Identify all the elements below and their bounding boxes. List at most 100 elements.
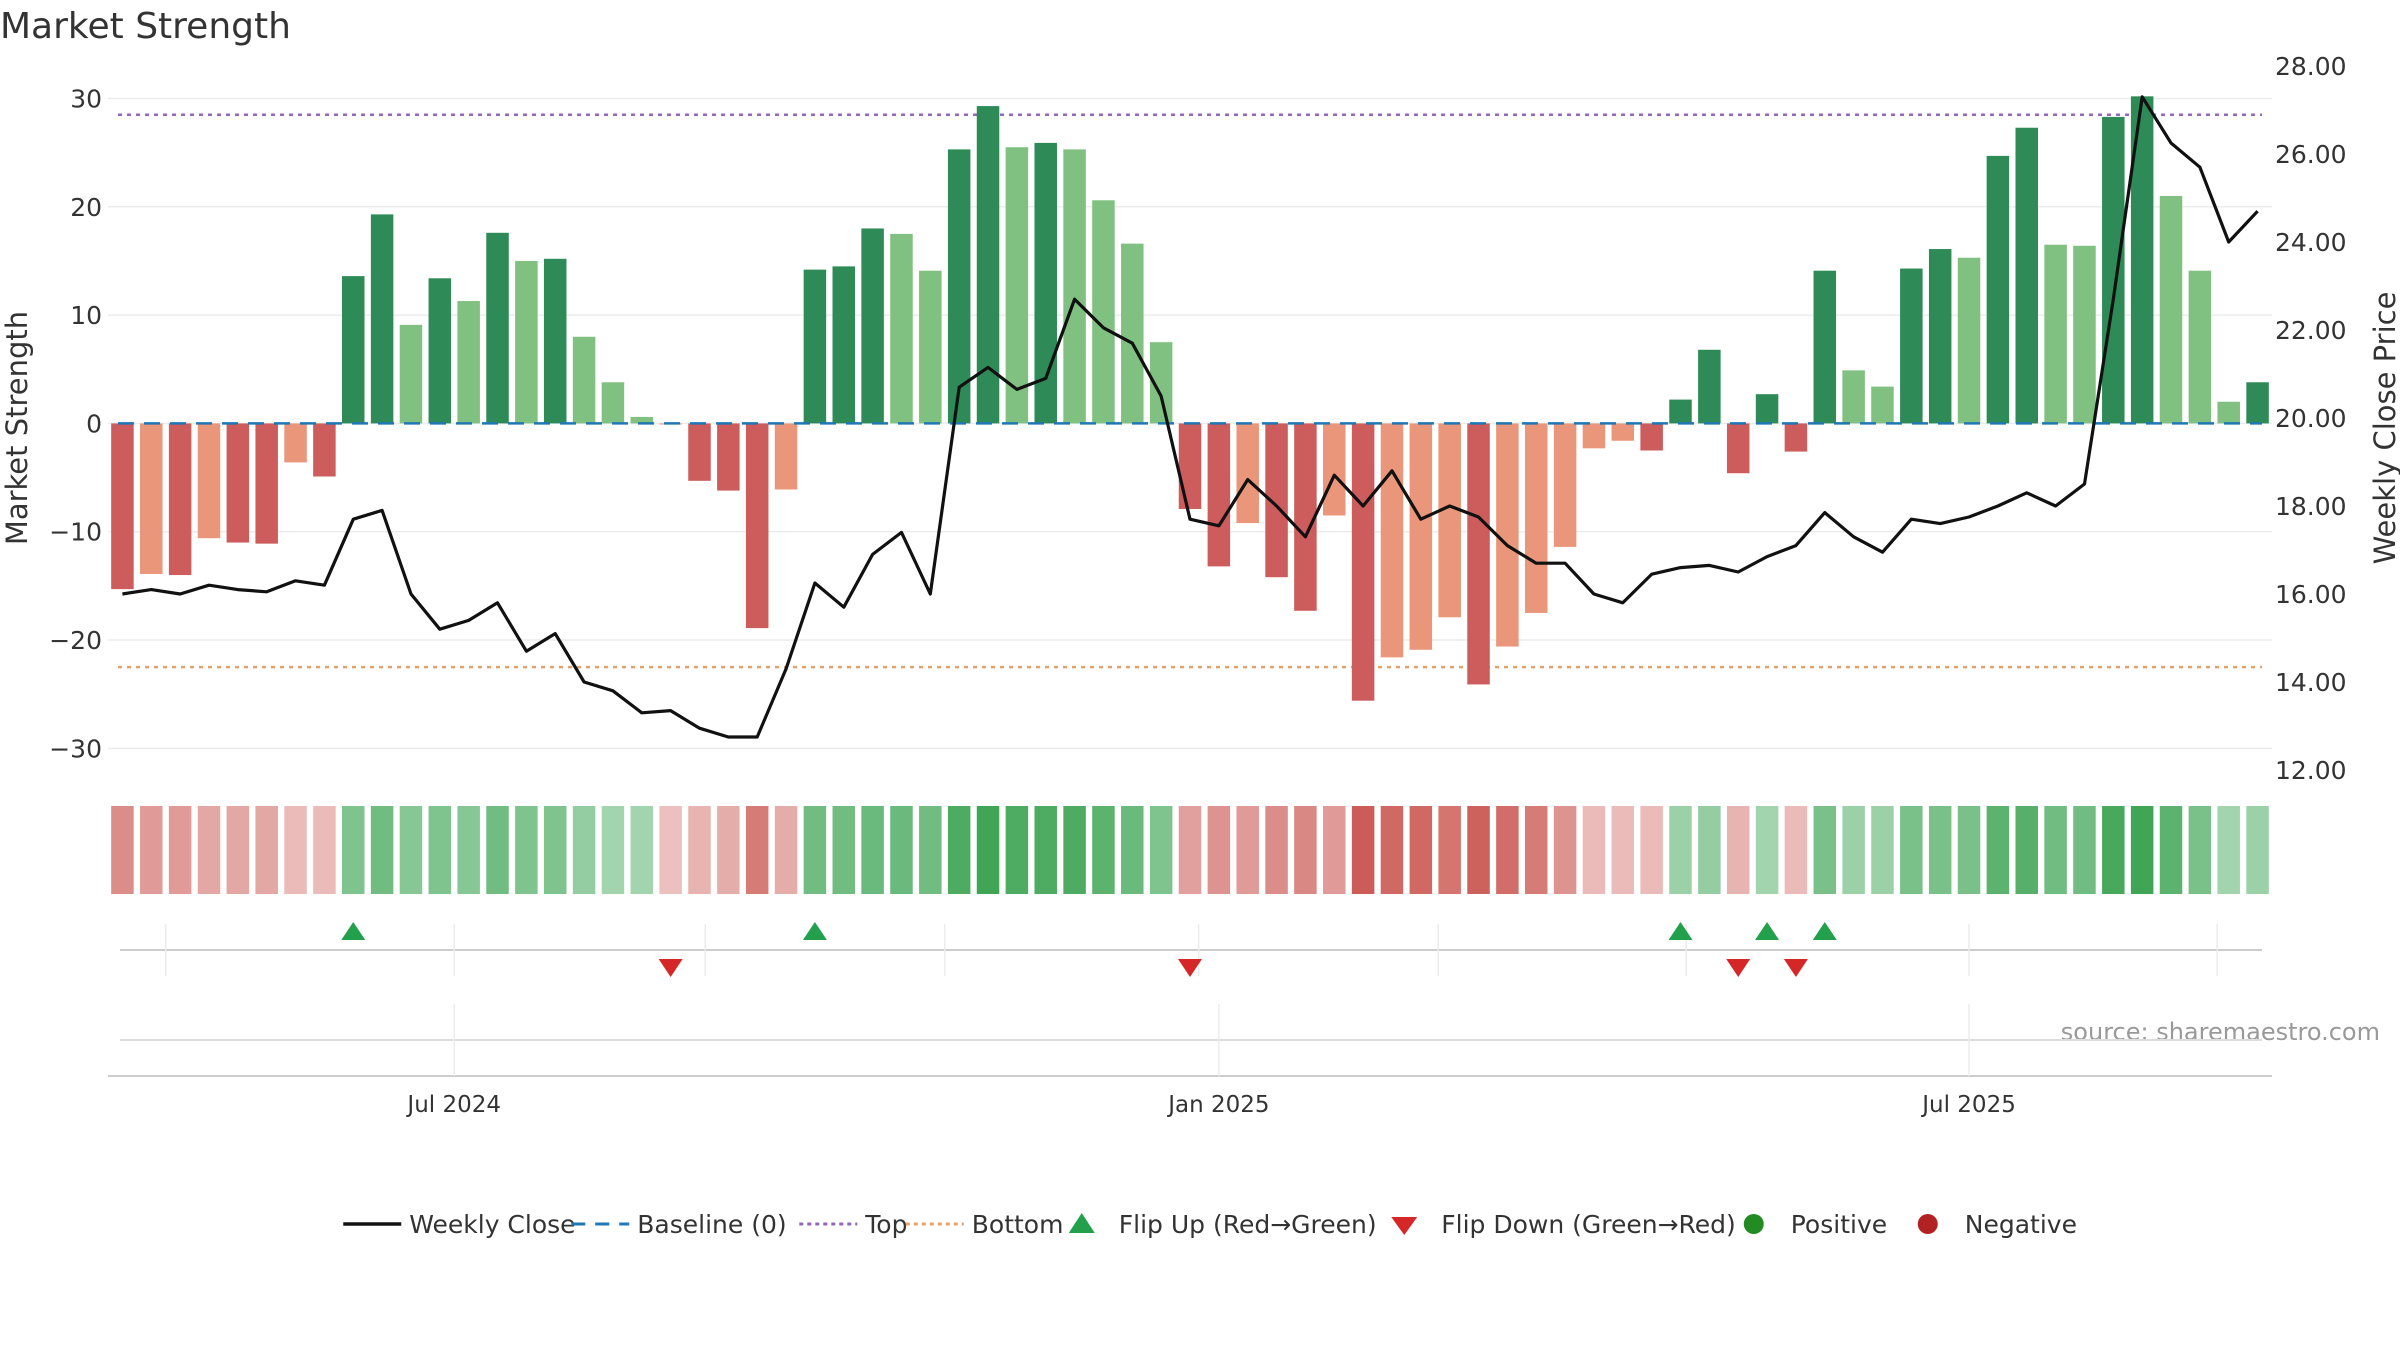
heat-cell <box>2015 806 2038 894</box>
heat-cell <box>515 806 538 894</box>
strength-bar <box>2130 96 2154 424</box>
strength-bar <box>543 258 567 424</box>
heat-cell <box>1034 806 1057 894</box>
strength-bar <box>774 423 798 490</box>
strength-bar <box>140 423 163 574</box>
strength-bar <box>630 416 654 424</box>
legend-label: Positive <box>1791 1210 1887 1239</box>
heat-cell <box>1928 806 1952 894</box>
y-axis-label: Market Strength <box>0 311 34 545</box>
strength-bar <box>803 269 827 424</box>
strength-bar <box>284 423 307 463</box>
x-tick-label: Jan 2025 <box>1166 1092 1269 1118</box>
heat-cell <box>140 806 163 894</box>
heat-cell <box>1900 806 1923 894</box>
flip-up-marker <box>1755 922 1780 940</box>
heat-cell <box>2217 806 2240 894</box>
strength-bar <box>197 423 221 539</box>
heat-cell <box>226 806 250 894</box>
strength-bar <box>342 276 365 424</box>
strength-bar <box>572 336 596 424</box>
heat-cell <box>2246 806 2269 894</box>
y-tick-label: −20 <box>49 626 102 655</box>
heat-cell <box>601 806 625 894</box>
strength-bar <box>1092 200 1115 424</box>
heat-cell <box>1207 806 1231 894</box>
y2-tick-label: 24.00 <box>2275 228 2347 257</box>
heat-cell <box>543 806 567 894</box>
heat-cell <box>1986 806 2010 894</box>
heat-cell <box>1871 806 1894 894</box>
legend-label: Negative <box>1965 1210 2077 1239</box>
y-tick-label: 10 <box>70 301 102 330</box>
strength-bar <box>1553 423 1577 547</box>
flip-up-marker <box>341 922 366 940</box>
legend-item: Flip Down (Green→Red) <box>1391 1210 1736 1239</box>
strength-bar <box>1034 142 1057 424</box>
heat-cell <box>1467 806 1490 894</box>
heat-cell <box>861 806 884 894</box>
legend-item: Negative <box>1917 1210 2077 1239</box>
heat-cell <box>1380 806 1404 894</box>
heat-cell <box>1236 806 1259 894</box>
strength-bar <box>255 423 278 544</box>
heat-cell <box>1149 806 1173 894</box>
heat-cell <box>1784 806 1808 894</box>
strength-bar <box>601 382 625 424</box>
y-tick-label: 0 <box>86 409 102 438</box>
heat-cell <box>2188 806 2212 894</box>
strength-bar <box>1784 423 1808 452</box>
flip-down-marker <box>1783 959 1808 977</box>
heat-cell <box>399 806 423 894</box>
strength-bar <box>1842 370 1865 424</box>
heat-cell <box>1582 806 1606 894</box>
flip-up-marker <box>1812 922 1837 940</box>
heat-cell <box>717 806 740 894</box>
heat-cell <box>774 806 798 894</box>
weekly-close-line <box>122 95 2259 739</box>
strength-bar <box>745 423 769 629</box>
legend-item: Baseline (0) <box>571 1210 787 1239</box>
heat-cell <box>1323 806 1346 894</box>
x-tick-label: Jul 2025 <box>1920 1092 2016 1118</box>
legend-item: Flip Up (Red→Green) <box>1068 1210 1377 1239</box>
strength-bar <box>861 228 884 424</box>
legend-item: Positive <box>1743 1210 1887 1239</box>
strength-bar <box>1207 423 1231 567</box>
heat-cell <box>370 806 394 894</box>
strength-bar <box>1063 149 1086 424</box>
y2-tick-label: 18.00 <box>2275 492 2347 521</box>
strength-bar <box>1669 399 1692 424</box>
heat-cell <box>659 806 682 894</box>
heat-cell <box>2130 806 2154 894</box>
y2-tick-label: 20.00 <box>2275 404 2347 433</box>
heat-cell <box>1524 806 1548 894</box>
strength-bar <box>1236 423 1259 524</box>
heat-cell <box>1409 806 1433 894</box>
strength-bar <box>1438 423 1461 618</box>
strength-bar <box>1409 423 1433 650</box>
heat-cell <box>976 806 1000 894</box>
heat-cell <box>947 806 971 894</box>
heat-cell <box>457 806 480 894</box>
heat-cell <box>168 806 192 894</box>
heat-cell <box>1698 806 1721 894</box>
heat-cell <box>688 806 711 894</box>
flip-down-marker <box>1178 959 1202 977</box>
heat-cell <box>1121 806 1144 894</box>
strength-bar <box>428 278 452 424</box>
heat-cell <box>1669 806 1692 894</box>
strength-bar <box>1611 423 1635 441</box>
heat-cell <box>890 806 913 894</box>
strength-bar <box>168 423 192 576</box>
y2-tick-label: 14.00 <box>2275 668 2347 697</box>
legend-label: Weekly Close <box>409 1210 575 1239</box>
flip-up-marker <box>802 922 827 940</box>
strength-bar <box>1121 243 1144 424</box>
heat-cell <box>1611 806 1635 894</box>
strength-bar <box>1900 268 1923 424</box>
strength-bar <box>111 423 134 590</box>
strength-bar <box>1698 349 1721 424</box>
y2-tick-label: 28.00 <box>2275 52 2347 81</box>
